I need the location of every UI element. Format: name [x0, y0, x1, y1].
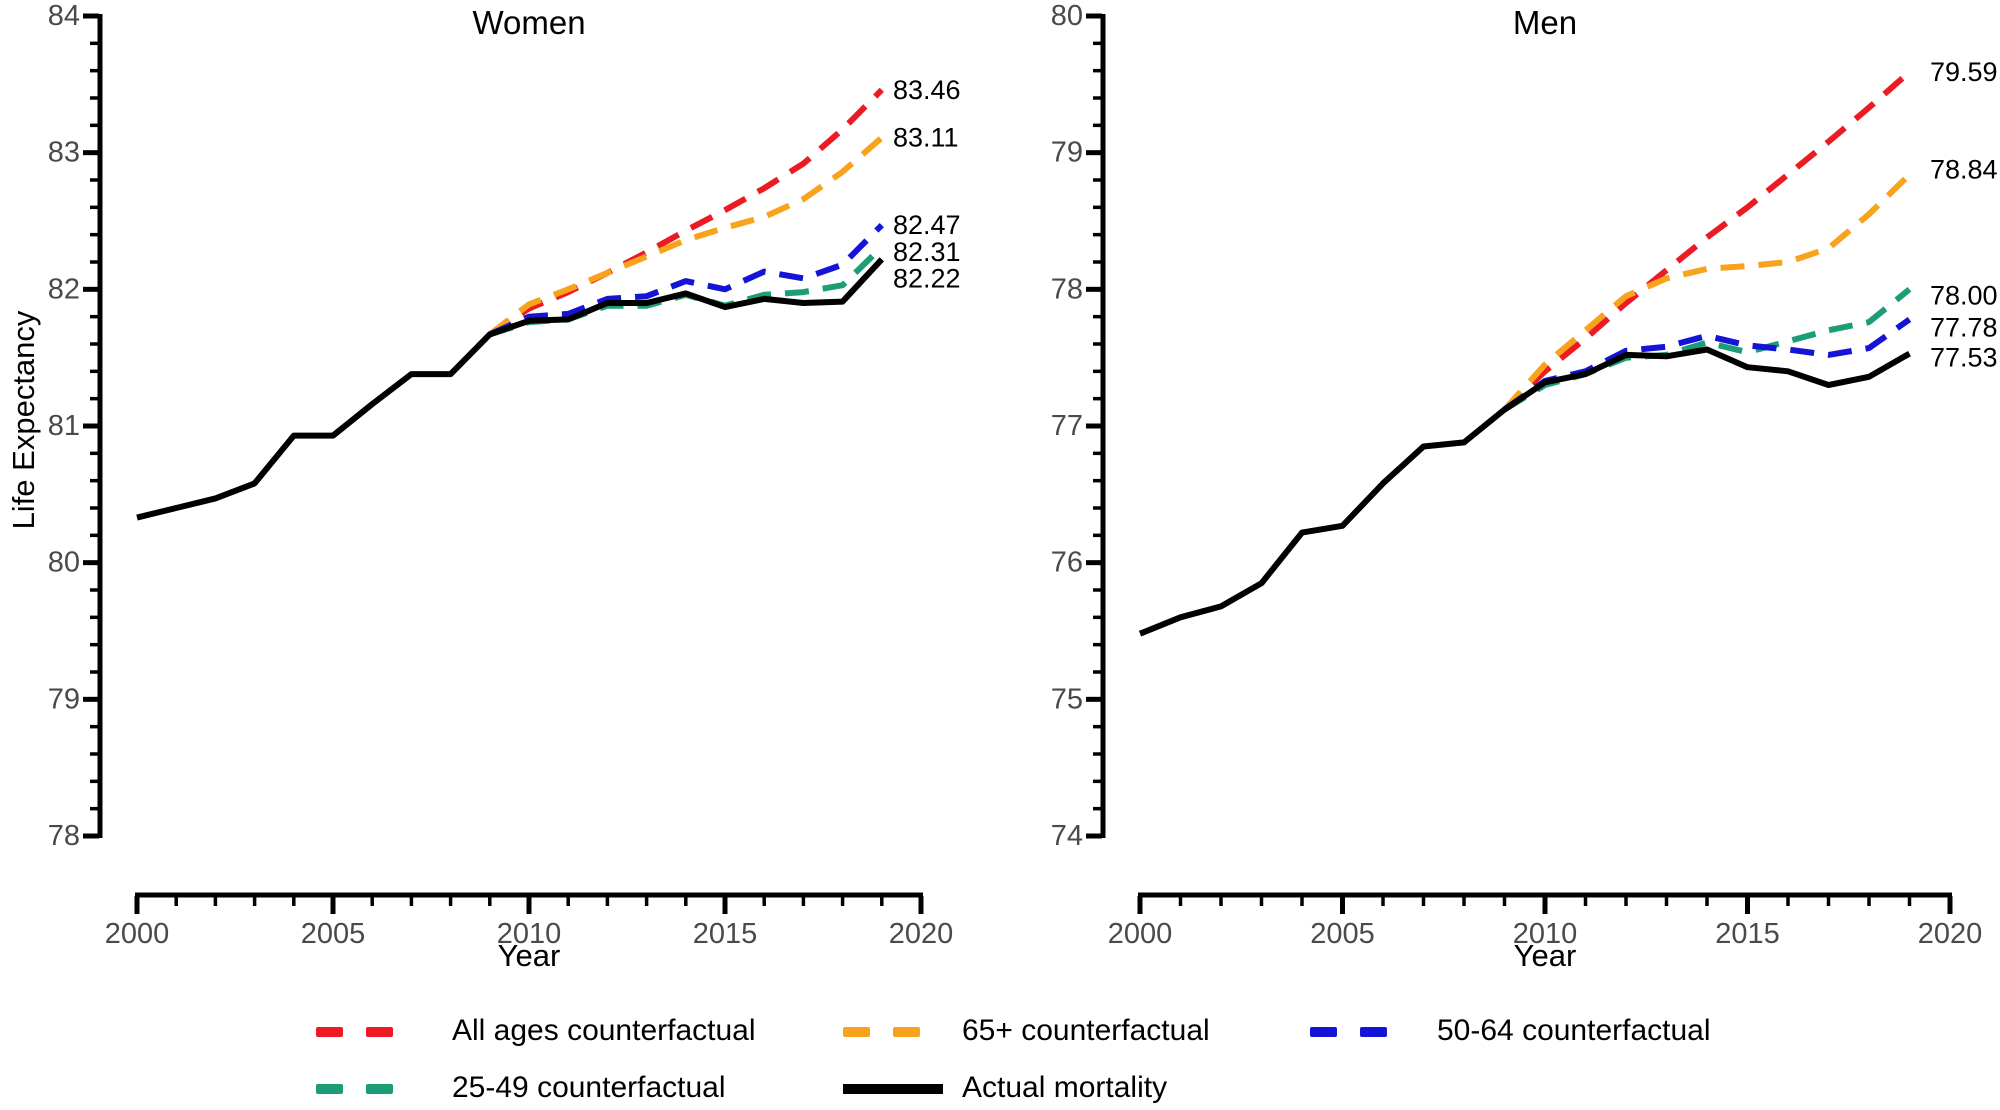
y-tick-label: 76: [1051, 547, 1083, 579]
end-label-men-all_ages: 79.59: [1930, 57, 1998, 87]
x-tick-label: 2020: [1918, 918, 1983, 950]
y-tick-label: 79: [1051, 137, 1083, 169]
legend-solid-swatch: [843, 1084, 943, 1094]
x-tick-label: 2005: [1310, 918, 1375, 950]
legend-label-25-49: 25-49 counterfactual: [452, 1071, 726, 1104]
x-tick-label: 2010: [1513, 918, 1578, 950]
x-tick-label: 2000: [1108, 918, 1173, 950]
y-tick-label: 80: [1051, 0, 1083, 32]
panel-title-women: Women: [472, 4, 586, 41]
legend-dash-swatch: [1360, 1027, 1387, 1037]
end-label-women-all_ages: 83.46: [893, 75, 961, 105]
legend-row-2: 25-49 counterfactual Actual mortality: [0, 1071, 2000, 1110]
x-axis-label-men: Year: [1513, 938, 1577, 973]
panel-men: 74 75 76 77 78 79 80 2000 2005 2010 2015 2020 79.59 7…: [1051, 0, 1998, 950]
series-men-age50_64: [1502, 316, 1912, 413]
legend-dash-swatch: [1310, 1027, 1337, 1037]
legend-label-all-ages: All ages counterfactual: [452, 1014, 756, 1047]
legend-dash-swatch: [893, 1027, 920, 1037]
legend-dash-swatch: [843, 1027, 870, 1037]
y-tick-label: 77: [1051, 410, 1083, 442]
y-tick-label: 78: [48, 820, 80, 852]
series-men-age65plus: [1502, 172, 1912, 412]
series-women-age50_64: [488, 222, 884, 338]
series-men-all_ages: [1502, 69, 1912, 412]
legend-label-actual: Actual mortality: [962, 1071, 1168, 1104]
y-ticks-men: [1086, 13, 1102, 839]
legend-row-1: All ages counterfactual 65+ counterfactu…: [0, 1014, 2000, 1056]
y-tick-label: 84: [48, 0, 80, 32]
legend-label-65plus: 65+ counterfactual: [962, 1014, 1210, 1047]
end-label-women-age65plus: 83.11: [893, 123, 959, 153]
y-tick-label: 74: [1051, 820, 1083, 852]
y-tick-label: 83: [48, 137, 80, 169]
end-label-men-actual: 77.53: [1930, 343, 1998, 373]
legend-dash-swatch: [316, 1084, 343, 1094]
x-ticks-women: [134, 896, 924, 914]
y-tick-label: 79: [48, 683, 80, 715]
x-tick-label: 2000: [105, 918, 170, 950]
series-women-actual: [136, 257, 885, 521]
y-tick-label: 81: [48, 410, 80, 442]
x-tick-label: 2010: [497, 918, 562, 950]
legend-key-50-64: [1310, 1027, 1387, 1037]
legend-dash-swatch: [366, 1084, 393, 1094]
panel-women: 78 79 80 81 82 83 84 2000 2005 2010 2015 2020 83.46 8…: [48, 0, 961, 950]
legend-label-50-64: 50-64 counterfactual: [1437, 1014, 1711, 1047]
end-label-women-age25_49: 82.31: [893, 237, 961, 267]
x-tick-label: 2005: [301, 918, 366, 950]
x-axis-label-women: Year: [497, 938, 561, 973]
legend-dash-swatch: [316, 1027, 343, 1037]
legend-dash-swatch: [366, 1027, 393, 1037]
legend-key-actual: [843, 1084, 943, 1094]
series-men-actual: [1138, 346, 1911, 637]
end-label-men-age65plus: 78.84: [1930, 155, 1998, 185]
x-tick-label: 2015: [1715, 918, 1780, 950]
end-label-women-age50_64: 82.47: [893, 210, 961, 240]
x-tick-label: 2015: [693, 918, 758, 950]
series-women-age65plus: [487, 135, 884, 337]
end-label-women-actual: 82.22: [893, 263, 961, 293]
legend-key-all-ages: [316, 1027, 393, 1037]
x-ticks-men: [1137, 896, 1953, 914]
panel-title-men: Men: [1512, 4, 1578, 41]
y-ticks-women: [83, 13, 99, 839]
end-label-men-age50_64: 77.78: [1930, 312, 1998, 342]
end-label-men-age25_49: 78.00: [1930, 280, 1998, 310]
y-tick-label: 80: [48, 547, 80, 579]
y-axis-label: Life Expectancy: [6, 310, 41, 530]
y-tick-label: 78: [1051, 273, 1083, 305]
legend-key-25-49: [316, 1084, 393, 1094]
legend-key-65plus: [843, 1027, 920, 1037]
y-tick-label: 75: [1051, 683, 1083, 715]
x-tick-label: 2020: [889, 918, 954, 950]
y-tick-label: 82: [48, 273, 80, 305]
series-men-age25_49: [1502, 286, 1912, 413]
